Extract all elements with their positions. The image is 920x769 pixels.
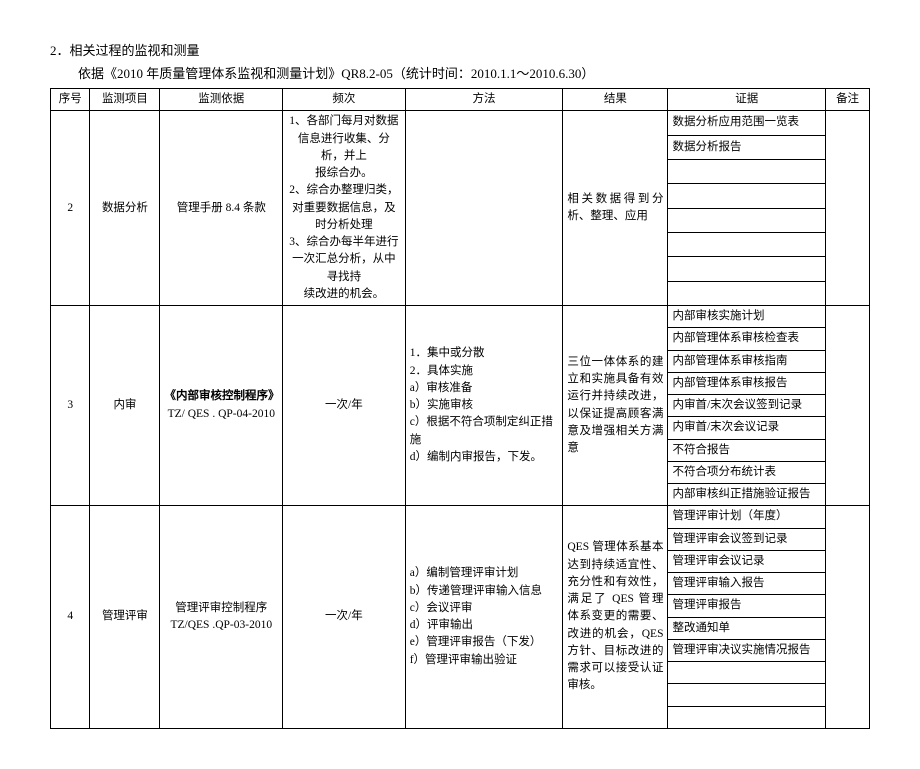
cell-seq: 3: [51, 306, 90, 506]
cell-remark: [826, 506, 870, 729]
cell-evidence: 不符合报告: [668, 439, 826, 461]
cell-remark: [826, 306, 870, 506]
section-subheading: 依据《2010 年质量管理体系监视和测量计划》QR8.2-05（统计时间：201…: [50, 63, 870, 82]
cell-freq: 一次/年: [283, 506, 406, 729]
section-heading: 2．相关过程的监视和测量: [50, 40, 870, 59]
cell-evidence: 内部审核纠正措施验证报告: [668, 484, 826, 506]
monitoring-table: 序号 监测项目 监测依据 频次 方法 结果 证据 备注 2数据分析管理手册 8.…: [50, 88, 870, 729]
col-result: 结果: [563, 89, 668, 111]
cell-method: [405, 111, 563, 306]
cell-seq: 2: [51, 111, 90, 306]
cell-evidence: 管理评审计划（年度）: [668, 506, 826, 528]
cell-basis: 管理手册 8.4 条款: [160, 111, 283, 306]
cell-evidence: 管理评审决议实施情况报告: [668, 639, 826, 661]
cell-evidence: 内审首/末次会议记录: [668, 417, 826, 439]
col-freq: 频次: [283, 89, 406, 111]
cell-basis: 《内部审核控制程序》TZ/ QES . QP-04-2010: [160, 306, 283, 506]
cell-evidence: [668, 257, 826, 281]
table-header-row: 序号 监测项目 监测依据 频次 方法 结果 证据 备注: [51, 89, 870, 111]
cell-remark: [826, 111, 870, 306]
cell-evidence: 管理评审会议记录: [668, 550, 826, 572]
cell-method: 1．集中或分散2．具体实施a）审核准备b）实施审核c）根据不符合项制定纠正措施d…: [405, 306, 563, 506]
cell-evidence: 数据分析应用范围一览表: [668, 111, 826, 135]
cell-evidence: [668, 684, 826, 706]
cell-item: 管理评审: [90, 506, 160, 729]
table-row: 2数据分析管理手册 8.4 条款1、各部门每月对数据信息进行收集、分析，并上报综…: [51, 111, 870, 135]
cell-seq: 4: [51, 506, 90, 729]
cell-evidence: 管理评审输入报告: [668, 573, 826, 595]
cell-evidence: 内部管理体系审核报告: [668, 372, 826, 394]
cell-result: 相关数据得到分析、整理、应用: [563, 111, 668, 306]
cell-evidence: 内部管理体系审核检查表: [668, 328, 826, 350]
col-remark: 备注: [826, 89, 870, 111]
cell-basis: 管理评审控制程序TZ/QES .QP-03-2010: [160, 506, 283, 729]
col-evidence: 证据: [668, 89, 826, 111]
cell-evidence: 管理评审报告: [668, 595, 826, 617]
cell-evidence: [668, 232, 826, 256]
cell-evidence: [668, 159, 826, 183]
cell-freq: 一次/年: [283, 306, 406, 506]
cell-result: 三位一体体系的建立和实施具备有效运行并持续改进，以保证提高顾客满意及增强相关方满…: [563, 306, 668, 506]
cell-item: 数据分析: [90, 111, 160, 306]
col-seq: 序号: [51, 89, 90, 111]
cell-method: a）编制管理评审计划b）传递管理评审输入信息c）会议评审d）评审输出e）管理评审…: [405, 506, 563, 729]
cell-evidence: 内审首/末次会议签到记录: [668, 395, 826, 417]
cell-evidence: 内部审核实施计划: [668, 306, 826, 328]
cell-evidence: 管理评审会议签到记录: [668, 528, 826, 550]
cell-freq: 1、各部门每月对数据信息进行收集、分析，并上报综合办。2、综合办整理归类，对重要…: [283, 111, 406, 306]
table-row: 4管理评审管理评审控制程序TZ/QES .QP-03-2010一次/年a）编制管…: [51, 506, 870, 528]
cell-result: QES 管理体系基本达到持续适宜性、充分性和有效性，满足了 QES 管理体系变更…: [563, 506, 668, 729]
cell-evidence: 内部管理体系审核指南: [668, 350, 826, 372]
col-method: 方法: [405, 89, 563, 111]
cell-item: 内审: [90, 306, 160, 506]
cell-evidence: [668, 706, 826, 728]
cell-evidence: [668, 281, 826, 305]
cell-evidence: 数据分析报告: [668, 135, 826, 159]
table-row: 3内审《内部审核控制程序》TZ/ QES . QP-04-2010一次/年1．集…: [51, 306, 870, 328]
cell-evidence: 不符合项分布统计表: [668, 461, 826, 483]
cell-evidence: 整改通知单: [668, 617, 826, 639]
cell-evidence: [668, 184, 826, 208]
cell-evidence: [668, 662, 826, 684]
cell-evidence: [668, 208, 826, 232]
col-item: 监测项目: [90, 89, 160, 111]
col-basis: 监测依据: [160, 89, 283, 111]
